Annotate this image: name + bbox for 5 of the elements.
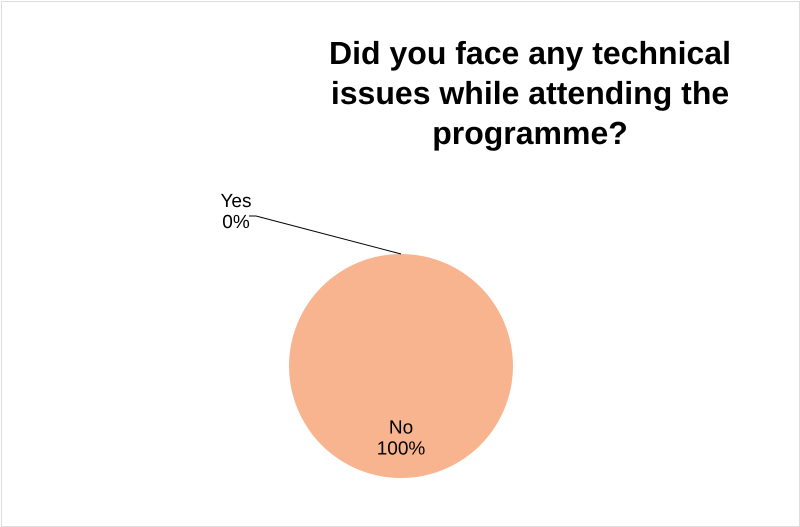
text: 0% — [222, 212, 250, 233]
data-label: 100% — [376, 438, 426, 460]
category-label: Yes — [220, 191, 252, 212]
chart-title: Did you face any technical issues while attending the programme? — [329, 35, 731, 151]
slice-label: No — [388, 418, 414, 439]
